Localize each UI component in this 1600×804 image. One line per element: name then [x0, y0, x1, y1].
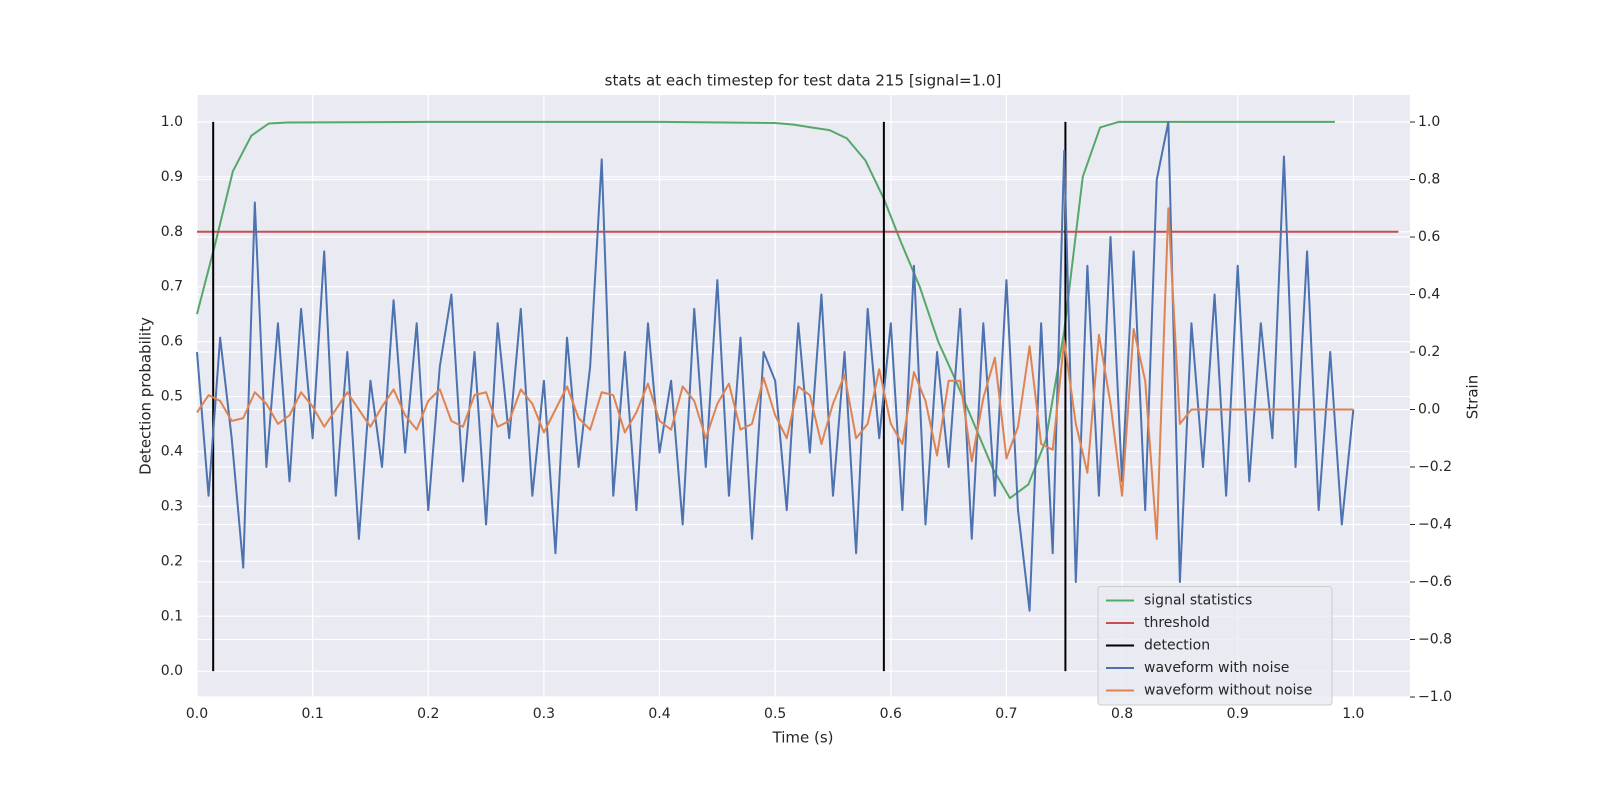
- x-tick-label: 1.0: [1342, 706, 1364, 722]
- y2-axis-label: Strain: [1464, 375, 1482, 419]
- legend-entry: waveform with noise: [1144, 660, 1289, 676]
- x-tick-label: 0.7: [995, 706, 1017, 722]
- legend-box: [1097, 586, 1333, 706]
- y2-tick-label: 0.2: [1418, 344, 1440, 360]
- y-axis-label: Detection probability: [137, 317, 155, 475]
- x-tick-label: 0.1: [302, 706, 324, 722]
- x-tick-label: 0.9: [1227, 706, 1249, 722]
- y2-tick-label: 1.0: [1418, 114, 1440, 130]
- y-tick-label: 0.6: [161, 334, 183, 350]
- y2-tick-label: −1.0: [1418, 689, 1452, 705]
- legend-entry: detection: [1144, 638, 1210, 654]
- y-tick-label: 0.2: [161, 553, 183, 569]
- legend-entry: signal statistics: [1144, 593, 1252, 609]
- y2-tick-label: −0.6: [1418, 574, 1452, 590]
- y-tick-label: 0.4: [161, 443, 183, 459]
- series-line: [196, 207, 1354, 540]
- x-tick-label: 0.2: [417, 706, 439, 722]
- y2-tick-label: 0.8: [1418, 172, 1440, 188]
- y-tick-label: 0.9: [161, 169, 183, 185]
- x-tick-label: 0.4: [648, 706, 670, 722]
- legend-entry: waveform without noise: [1144, 683, 1312, 699]
- y-tick-label: 0.8: [161, 224, 183, 240]
- y2-tick-label: 0.0: [1418, 402, 1440, 418]
- y2-tick-label: −0.4: [1418, 517, 1452, 533]
- chart-title: stats at each timestep for test data 215…: [605, 72, 1002, 90]
- series-line: [196, 121, 1355, 612]
- y2-tick-label: 0.6: [1418, 229, 1440, 245]
- x-tick-label: 0.8: [1111, 706, 1133, 722]
- x-tick-label: 0.5: [764, 706, 786, 722]
- x-axis-label: Time (s): [772, 729, 834, 747]
- y2-tick-label: −0.2: [1418, 459, 1452, 475]
- y-tick-label: 0.5: [161, 389, 183, 405]
- y-tick-label: 0.7: [161, 279, 183, 295]
- y-tick-label: 0.3: [161, 498, 183, 514]
- x-tick-label: 0.0: [186, 706, 208, 722]
- y-tick-label: 1.0: [161, 114, 183, 130]
- x-tick-label: 0.6: [880, 706, 902, 722]
- y2-tick-label: 0.4: [1418, 287, 1440, 303]
- legend-entry: threshold: [1144, 615, 1210, 631]
- y-tick-label: 0.0: [161, 663, 183, 679]
- x-tick-label: 0.3: [533, 706, 555, 722]
- y-tick-label: 0.1: [161, 608, 183, 624]
- y2-tick-label: −0.8: [1418, 632, 1452, 648]
